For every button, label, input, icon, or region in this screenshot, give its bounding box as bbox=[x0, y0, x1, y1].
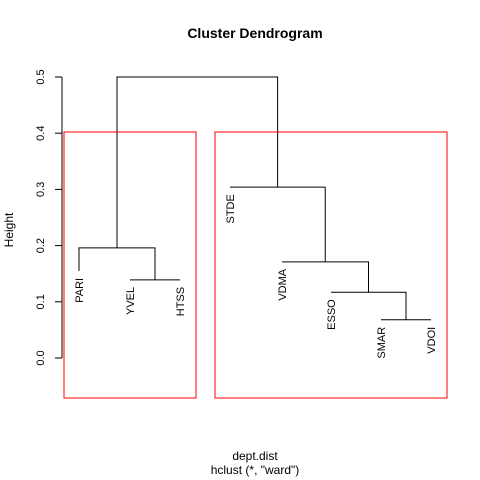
leaf-label-vdma: VDMA bbox=[277, 268, 289, 300]
cluster-rect-1 bbox=[63, 131, 197, 399]
y-tick-label: 0.1 bbox=[35, 294, 47, 309]
dendrogram-branch bbox=[116, 76, 279, 248]
leaf-label-stde: STDE bbox=[225, 194, 237, 223]
dendrogram-branch bbox=[282, 261, 369, 293]
chart-title: Cluster Dendrogram bbox=[187, 25, 322, 41]
dendrogram-branch bbox=[78, 247, 156, 280]
leaf-labels: PARI YVEL HTSS STDE VDMA ESSO SMAR VDOI bbox=[74, 194, 438, 358]
dendrogram-branch bbox=[331, 291, 407, 320]
leaf-label-yvel: YVEL bbox=[125, 287, 137, 315]
x-axis-label: dept.dist bbox=[232, 449, 278, 463]
y-tick-label: 0.3 bbox=[35, 182, 47, 197]
y-axis: 0.0 0.1 0.2 0.3 0.4 0.5 bbox=[35, 69, 63, 366]
y-tick-label: 0.0 bbox=[35, 350, 47, 365]
leaf-label-pari: PARI bbox=[74, 278, 86, 303]
y-tick-label: 0.2 bbox=[35, 238, 47, 253]
dendrogram-branch bbox=[230, 186, 326, 262]
y-tick-label: 0.5 bbox=[35, 69, 47, 84]
y-axis-label: Height bbox=[2, 212, 16, 247]
y-tick-label: 0.4 bbox=[35, 126, 47, 141]
cluster-rectangles bbox=[63, 131, 448, 399]
leaf-label-smar: SMAR bbox=[376, 327, 388, 359]
leaf-label-htss: HTSS bbox=[175, 287, 187, 316]
cluster-rect-2 bbox=[214, 131, 448, 399]
leaf-label-vdoi: VDOI bbox=[426, 327, 438, 354]
dendrogram-branches bbox=[78, 76, 431, 321]
x-axis-sublabel: hclust (*, "ward") bbox=[211, 463, 300, 477]
leaf-label-esso: ESSO bbox=[326, 299, 338, 330]
